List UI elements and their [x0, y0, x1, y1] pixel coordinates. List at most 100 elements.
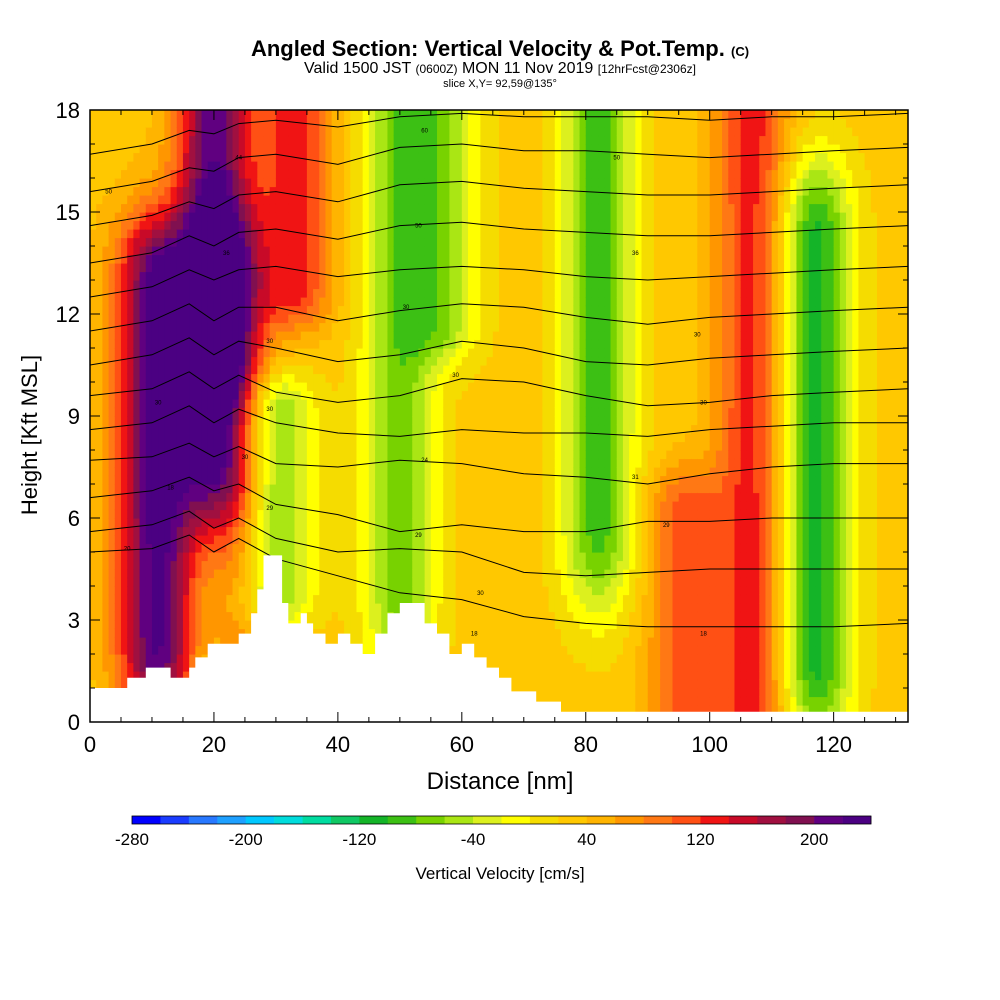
velocity-cell [108, 458, 116, 468]
velocity-cell [319, 390, 327, 400]
velocity-cell [282, 586, 289, 596]
velocity-cell [300, 416, 308, 426]
velocity-cell [492, 297, 500, 307]
velocity-cell [387, 433, 395, 443]
velocity-cell [517, 679, 525, 689]
velocity-cell [381, 161, 389, 171]
velocity-cell [387, 110, 395, 120]
velocity-cell [505, 135, 512, 145]
velocity-cell [151, 246, 159, 256]
velocity-cell [145, 628, 153, 638]
velocity-cell [461, 263, 469, 273]
velocity-cell [300, 152, 308, 162]
velocity-cell [158, 577, 165, 587]
velocity-cell [362, 611, 370, 621]
velocity-cell [480, 501, 488, 511]
velocity-cell [517, 560, 525, 570]
velocity-cell [412, 288, 420, 298]
velocity-cell [114, 518, 122, 528]
velocity-cell [244, 373, 252, 383]
velocity-cell [375, 229, 382, 239]
velocity-cell [275, 297, 283, 307]
velocity-cell [90, 603, 97, 613]
velocity-cell [108, 407, 116, 417]
velocity-cell [331, 526, 339, 536]
velocity-cell [182, 373, 190, 383]
velocity-cell [288, 552, 296, 562]
velocity-cell [282, 178, 289, 188]
velocity-cell [189, 297, 196, 307]
velocity-cell [511, 356, 519, 366]
velocity-cell [325, 178, 333, 188]
velocity-cell [232, 399, 240, 409]
velocity-cell [120, 586, 128, 596]
velocity-cell [511, 518, 519, 528]
velocity-cell [170, 535, 178, 545]
velocity-cell [251, 322, 258, 332]
velocity-cell [381, 475, 389, 485]
velocity-cell [306, 518, 314, 528]
velocity-cell [313, 450, 320, 460]
velocity-cell [505, 424, 512, 434]
velocity-cell [114, 365, 122, 375]
velocity-cell [102, 399, 110, 409]
velocity-cell [114, 314, 122, 324]
velocity-cell [182, 229, 190, 239]
velocity-cell [517, 518, 525, 528]
velocity-cell [443, 348, 451, 358]
velocity-cell [195, 390, 203, 400]
velocity-cell [350, 620, 358, 630]
velocity-cell [319, 118, 327, 128]
velocity-cell [505, 518, 512, 528]
velocity-cell [356, 246, 364, 256]
velocity-cell [424, 501, 432, 511]
velocity-cell [461, 382, 469, 392]
velocity-cell [176, 152, 184, 162]
velocity-cell [170, 237, 178, 247]
velocity-cell [362, 263, 370, 273]
velocity-cell [325, 475, 333, 485]
velocity-cell [468, 237, 475, 247]
velocity-cell [375, 331, 382, 341]
velocity-cell [294, 305, 302, 315]
velocity-cell [319, 467, 327, 477]
velocity-cell [437, 518, 444, 528]
velocity-cell [269, 484, 277, 494]
velocity-cell [127, 152, 134, 162]
velocity-cell [313, 144, 320, 154]
velocity-cell [350, 569, 358, 579]
velocity-cell [232, 424, 240, 434]
velocity-cell [176, 637, 184, 647]
velocity-cell [424, 611, 432, 621]
velocity-cell [251, 390, 258, 400]
velocity-cell [455, 416, 463, 426]
velocity-cell [151, 373, 159, 383]
velocity-cell [437, 169, 444, 179]
velocity-cell [282, 348, 289, 358]
velocity-cell [213, 161, 221, 171]
velocity-cell [492, 645, 500, 655]
velocity-cell [393, 178, 401, 188]
velocity-cell [455, 620, 463, 630]
velocity-cell [151, 271, 159, 281]
velocity-cell [232, 288, 240, 298]
velocity-cell [226, 246, 234, 256]
velocity-cell [480, 611, 488, 621]
velocity-cell [412, 433, 420, 443]
velocity-cell [344, 492, 351, 502]
velocity-cell [461, 543, 469, 553]
velocity-cell [213, 569, 221, 579]
velocity-cell [406, 560, 413, 570]
velocity-cell [375, 501, 382, 511]
velocity-cell [120, 501, 128, 511]
velocity-cell [306, 254, 314, 264]
velocity-cell [505, 535, 512, 545]
velocity-cell [492, 518, 500, 528]
velocity-cell [108, 135, 116, 145]
velocity-cell [263, 458, 271, 468]
velocity-cell [164, 492, 172, 502]
velocity-cell [350, 509, 358, 519]
velocity-cell [151, 603, 159, 613]
velocity-cell [356, 586, 364, 596]
velocity-cell [461, 569, 469, 579]
